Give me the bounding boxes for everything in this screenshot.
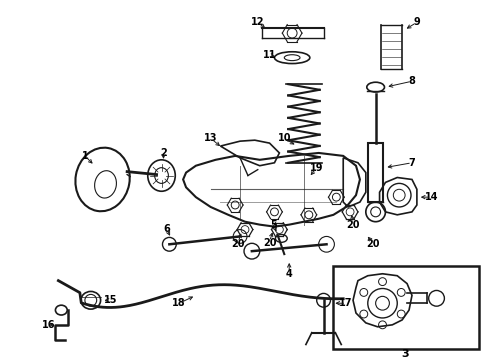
Text: 5: 5 [270, 220, 277, 230]
Text: 3: 3 [401, 349, 409, 359]
Text: 20: 20 [231, 239, 245, 249]
Text: 20: 20 [366, 239, 379, 249]
Text: 4: 4 [286, 269, 293, 279]
Text: 19: 19 [310, 163, 323, 173]
Text: 11: 11 [263, 50, 276, 60]
Text: 16: 16 [42, 320, 55, 330]
Text: 1: 1 [81, 151, 88, 161]
Text: 14: 14 [425, 192, 439, 202]
Text: 9: 9 [414, 17, 420, 27]
Text: 15: 15 [104, 295, 117, 305]
Text: 8: 8 [409, 76, 416, 86]
Text: 10: 10 [277, 133, 291, 143]
Text: 7: 7 [409, 158, 416, 168]
Bar [368, 143, 384, 202]
Text: 20: 20 [346, 220, 360, 230]
Text: 13: 13 [204, 133, 218, 143]
Text: 2: 2 [160, 148, 167, 158]
Text: 20: 20 [263, 238, 276, 248]
Text: 18: 18 [172, 298, 186, 308]
Text: 12: 12 [251, 17, 265, 27]
Bar [333, 266, 479, 350]
Text: 6: 6 [163, 224, 170, 234]
Text: 17: 17 [340, 298, 353, 308]
